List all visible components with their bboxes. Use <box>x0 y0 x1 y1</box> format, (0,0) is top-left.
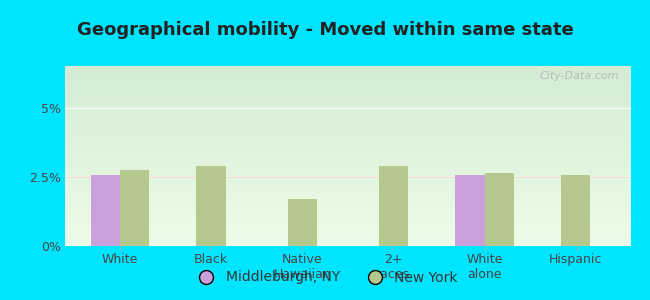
Bar <box>561 176 590 246</box>
Legend: Middleburgh, NY, New York: Middleburgh, NY, New York <box>187 265 463 290</box>
Bar <box>379 166 408 246</box>
Bar <box>484 172 514 246</box>
Bar <box>90 176 120 246</box>
Bar <box>287 199 317 246</box>
Text: Geographical mobility - Moved within same state: Geographical mobility - Moved within sam… <box>77 21 573 39</box>
Bar <box>196 166 226 246</box>
Bar <box>120 170 149 246</box>
Text: City-Data.com: City-Data.com <box>540 71 619 81</box>
Bar <box>456 176 484 246</box>
